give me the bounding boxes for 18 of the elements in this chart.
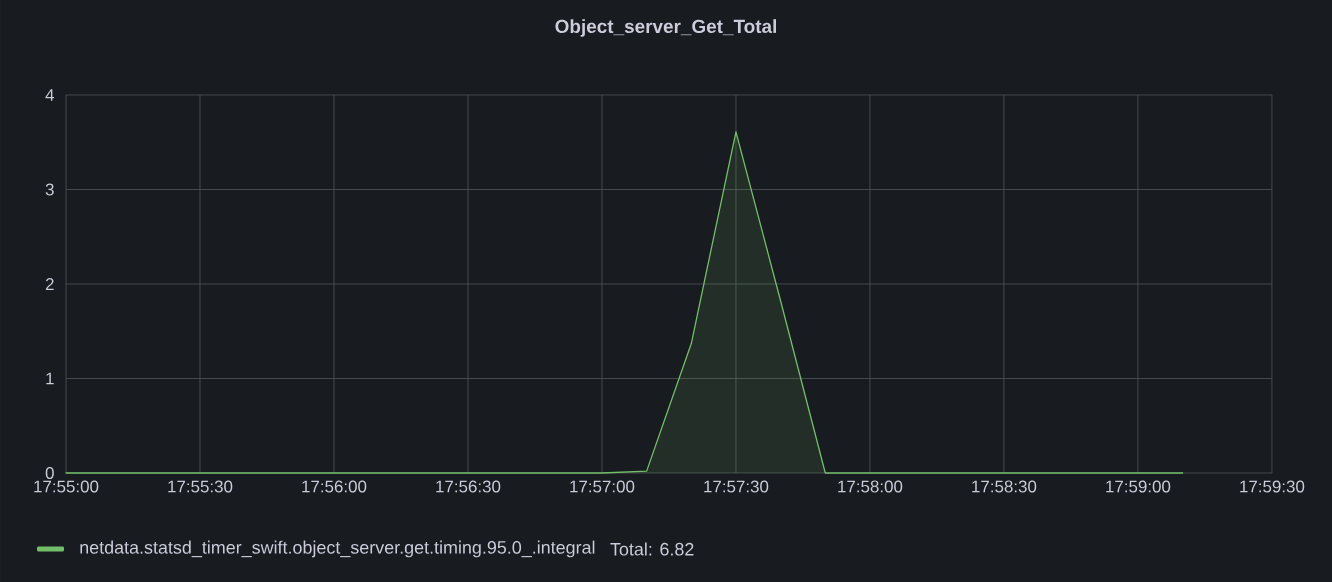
x-tick-label: 17:57:00 xyxy=(570,480,635,493)
x-tick-label: 17:55:00 xyxy=(34,480,99,493)
y-tick-label: 4 xyxy=(45,89,54,101)
x-tick-label: 17:56:30 xyxy=(436,480,501,493)
x-tick-label: 17:59:00 xyxy=(1106,480,1171,493)
y-tick-label: 3 xyxy=(45,183,54,196)
y-tick-label: 0 xyxy=(45,466,54,479)
text: Total: 6.82 xyxy=(610,542,694,556)
x-tick-label: 17:58:00 xyxy=(838,480,903,493)
x-tick-label: 17:57:30 xyxy=(704,480,769,493)
y-tick-label: 1 xyxy=(46,372,54,385)
x-tick-label: 17:56:00 xyxy=(302,480,367,493)
x-tick-label: 17:58:30 xyxy=(972,480,1037,493)
x-tick-label: 17:55:30 xyxy=(168,480,233,493)
y-tick-label: 2 xyxy=(45,278,54,290)
x-tick-label: 17:59:30 xyxy=(1240,480,1305,493)
legend-label: netdata.statsd_timer_swift.object_server.get.timing.95.0_.integral xyxy=(80,540,595,558)
chart-title: Object_server_Get_Total xyxy=(555,19,776,37)
